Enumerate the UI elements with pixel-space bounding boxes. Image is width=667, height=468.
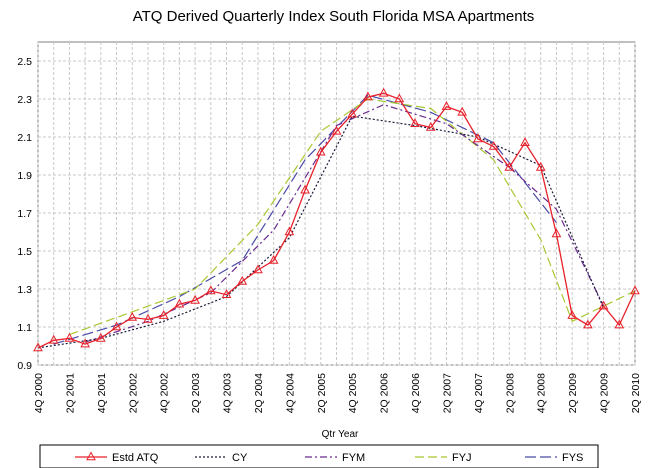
legend-label: FYS: [562, 452, 583, 464]
x-tick-label: 2Q 2006: [379, 373, 391, 413]
data-point-marker: [190, 294, 200, 304]
x-tick-label: 4Q 2003: [222, 373, 234, 413]
data-point-marker: [268, 254, 279, 264]
data-point-marker: [535, 161, 546, 171]
x-tick-label: 4Q 2001: [96, 373, 108, 413]
data-point-marker: [143, 313, 153, 323]
data-point-marker: [425, 121, 436, 131]
data-point-marker: [504, 161, 515, 171]
series-line-fyj: [69, 98, 636, 336]
data-point-marker: [300, 184, 310, 194]
data-point-marker: [158, 310, 169, 319]
data-point-marker: [378, 87, 389, 97]
legend-label: CY: [232, 452, 248, 464]
series-line-estd-atq: [37, 92, 636, 349]
data-point-marker: [567, 310, 578, 319]
data-point-marker: [551, 228, 562, 238]
data-point-marker: [473, 133, 483, 143]
legend-label: Estd ATQ: [112, 452, 159, 464]
y-tick-label: 1.7: [17, 208, 32, 220]
data-point-marker: [598, 300, 609, 310]
x-tick-label: 2Q 2009: [567, 373, 579, 413]
data-point-marker: [80, 338, 90, 348]
legend: Estd ATQ CY FYM FYJ FYS: [39, 444, 599, 468]
x-tick-label: 4Q 2007: [473, 373, 485, 413]
y-tick-label: 0.9: [17, 360, 32, 372]
data-point-marker: [441, 101, 452, 110]
y-tick-label: 1.9: [17, 170, 32, 182]
data-point-marker: [347, 108, 358, 118]
legend-label: FYM: [342, 452, 365, 464]
x-tick-label: 2Q 2010: [630, 373, 642, 413]
x-tick-label: 2Q 2001: [64, 373, 76, 413]
x-tick-label: 2Q 2007: [441, 373, 453, 413]
x-tick-label: 2Q 2008: [504, 373, 516, 413]
data-point-marker: [221, 289, 232, 298]
data-point-marker: [315, 146, 326, 156]
data-point-marker: [488, 140, 499, 150]
data-point-marker: [284, 226, 295, 236]
x-tick-label: 4Q 2004: [284, 373, 296, 413]
y-axis-ticks: 0.9 1.1 1.3 1.5 1.7 1.9 2.1 2.3 2.5: [17, 56, 32, 372]
x-tick-label: 4Q 2006: [410, 373, 422, 413]
data-point-marker: [33, 342, 43, 352]
data-point-marker: [64, 332, 75, 342]
y-tick-label: 1.3: [17, 284, 32, 296]
y-tick-label: 2.5: [17, 56, 32, 68]
series-line-fys: [53, 94, 557, 345]
y-tick-label: 1.5: [17, 246, 32, 258]
y-tick-label: 1.1: [17, 322, 32, 334]
data-point-marker: [95, 332, 106, 342]
data-point-marker: [630, 285, 640, 295]
x-tick-label: 4Q 2005: [347, 373, 359, 413]
x-tick-label: 4Q 2002: [159, 373, 171, 413]
data-point-marker: [394, 93, 405, 103]
x-tick-label: 4Q 2008: [536, 373, 548, 413]
data-point-marker: [410, 118, 420, 127]
data-point-marker: [253, 264, 263, 274]
data-point-marker: [127, 311, 138, 321]
legend-box: [39, 444, 599, 468]
data-point-marker: [237, 275, 248, 285]
legend-label: FYJ: [452, 452, 472, 464]
x-tick-label: 4Q 2009: [599, 373, 611, 413]
x-tick-label: 2Q 2003: [190, 373, 202, 413]
series-line-cy: [37, 115, 605, 349]
x-tick-label: 4Q 2000: [33, 373, 45, 413]
data-point-marker: [205, 285, 216, 295]
data-point-marker: [363, 91, 373, 101]
data-point-marker: [331, 125, 342, 135]
x-axis-label: Qtr Year: [322, 429, 359, 440]
data-point-marker: [520, 137, 530, 146]
y-tick-label: 2.1: [17, 132, 32, 144]
data-point-marker: [457, 106, 468, 116]
data-point-marker: [48, 334, 59, 344]
data-point-marker: [174, 298, 185, 308]
legend-marker: [86, 451, 96, 461]
data-point-marker: [614, 319, 625, 329]
x-tick-label: 2Q 2002: [127, 373, 139, 413]
x-tick-label: 2Q 2005: [316, 373, 328, 413]
data-point-marker: [583, 319, 593, 329]
series-lines: [33, 87, 640, 352]
data-point-marker: [111, 321, 122, 331]
y-tick-label: 2.3: [17, 94, 32, 106]
chart-title: ATQ Derived Quarterly Index South Florid…: [132, 8, 535, 25]
x-axis-ticks: 4Q 2000 2Q 2001 4Q 2001 2Q 2002 4Q 2002 2Q 20…: [33, 373, 642, 413]
x-tick-label: 2Q 2004: [253, 373, 265, 413]
gridlines: [37, 42, 636, 366]
